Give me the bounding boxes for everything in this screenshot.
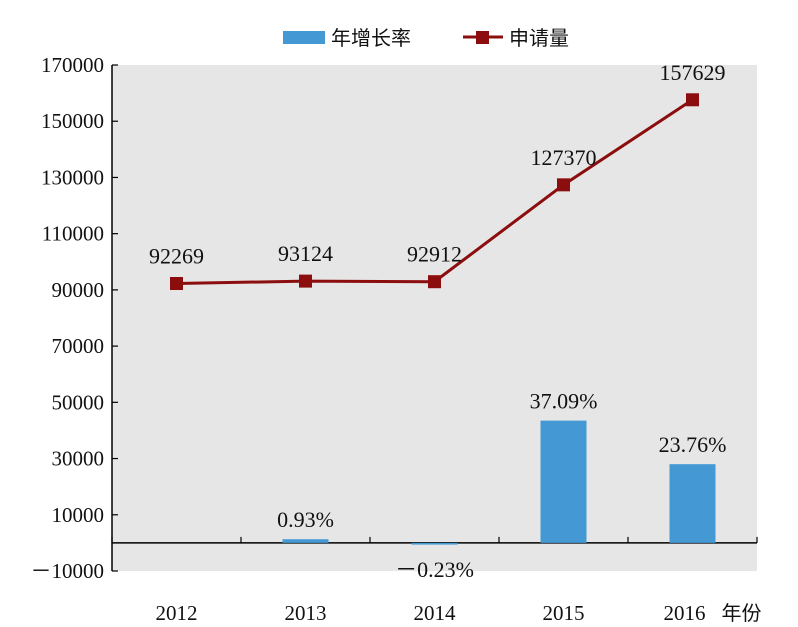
line-series: 92269 93124 92912 127370 157629 [149, 60, 726, 291]
y-tick-label: 170000 [41, 53, 104, 77]
line-marker [428, 275, 441, 289]
line-data-label: 92912 [407, 242, 462, 267]
x-tick-label: 2012 [156, 601, 198, 625]
bar-data-label: 37.09% [530, 389, 598, 414]
y-tick-label: 50000 [52, 390, 105, 414]
y-tick-label: 10000 [52, 503, 105, 527]
line-data-label: 93124 [278, 241, 333, 266]
bar [282, 539, 329, 543]
x-axis-suffix: 年份 [722, 601, 762, 625]
bar [540, 420, 587, 543]
y-tick-label: 30000 [52, 447, 105, 471]
x-tick-label: 2015 [543, 601, 585, 625]
legend-bar-label: 年增长率 [331, 26, 411, 50]
line-data-label: 92269 [149, 244, 204, 269]
x-axis: 2012 2013 2014 2015 2016 年份 [111, 536, 762, 625]
bar-data-label: 0.93% [277, 507, 334, 532]
line-data-label: 157629 [660, 60, 726, 85]
legend-line-marker [476, 31, 489, 44]
y-tick-label: 150000 [41, 109, 104, 133]
bar [411, 542, 458, 545]
y-axis: －10000 10000 30000 50000 70000 90000 110000 130… [31, 53, 118, 583]
x-tick-label: 2014 [414, 601, 457, 625]
bar [669, 464, 716, 543]
y-tick-label: 110000 [42, 222, 104, 246]
legend-line-label: 申请量 [509, 26, 569, 50]
x-tick-label: 2013 [285, 601, 327, 625]
bar-series: 0.93% －0.23% 37.09% 23.76% [277, 389, 726, 582]
bar-data-label: －0.23% [395, 557, 474, 582]
y-tick-label: －10000 [31, 559, 105, 583]
line-marker [170, 277, 183, 291]
line-marker [557, 178, 570, 192]
y-tick-label: 70000 [52, 334, 105, 358]
legend-bar-swatch [283, 31, 325, 44]
line-marker [299, 274, 312, 288]
bar-data-label: 23.76% [659, 432, 727, 457]
y-tick-label: 90000 [52, 278, 105, 302]
x-tick-label: 2016 [664, 601, 706, 625]
legend: 年增长率 申请量 [283, 26, 569, 50]
plot-background [112, 65, 757, 571]
y-tick-label: 130000 [41, 165, 104, 189]
line-marker [686, 93, 699, 107]
line-data-label: 127370 [531, 145, 597, 170]
